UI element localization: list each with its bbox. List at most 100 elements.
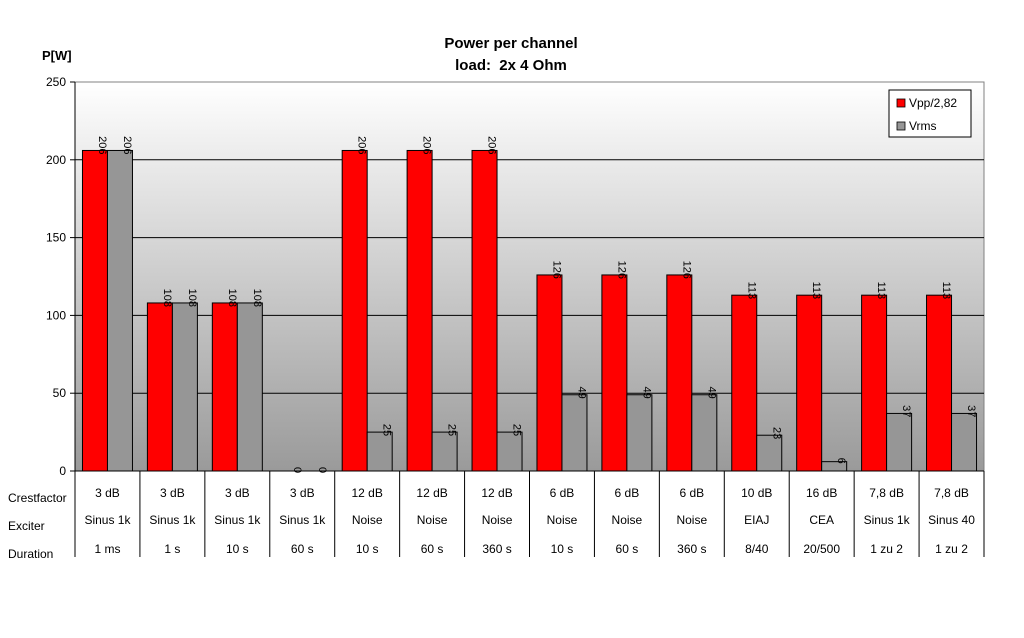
category-exciter-label: Sinus 1k (214, 513, 261, 527)
category-duration-label: 60 s (291, 542, 314, 556)
category-exciter-label: Sinus 1k (84, 513, 131, 527)
category-crest-label: 3 dB (160, 486, 185, 500)
bar-vpp (406, 149, 433, 472)
bar-vpp (471, 149, 498, 472)
bar-value-label: 113 (745, 282, 757, 300)
category-exciter-label: Noise (417, 513, 448, 527)
bar-value-label: 37 (900, 405, 912, 417)
bar-vpp (666, 274, 693, 472)
y-tick-label: 150 (46, 231, 66, 245)
category-exciter-label: CEA (809, 513, 834, 527)
bar-vpp (81, 149, 108, 472)
row-label: Exciter (8, 519, 45, 533)
y-tick-label: 0 (59, 464, 66, 478)
category-duration-label: 8/40 (745, 542, 769, 556)
category-duration-label: 1 zu 2 (870, 542, 903, 556)
bar-value-label: 108 (186, 289, 198, 307)
bar-value-label: 108 (161, 289, 173, 307)
bar-vpp (341, 149, 368, 472)
legend-swatch-vpp (896, 98, 906, 108)
bar-vrms (366, 431, 393, 472)
bar-vpp (796, 294, 823, 472)
bar-vrms (561, 394, 588, 472)
bar-value-label: 126 (550, 261, 562, 279)
category-duration-label: 10 s (226, 542, 249, 556)
bar-vrms (106, 149, 133, 472)
category-exciter-label: Sinus 1k (279, 513, 326, 527)
category-exciter-label: Sinus 1k (149, 513, 196, 527)
category-crest-label: 3 dB (290, 486, 315, 500)
bar-value-label: 113 (875, 282, 887, 300)
plot-area (74, 81, 985, 472)
category-crest-label: 3 dB (225, 486, 250, 500)
bar-value-label: 126 (680, 261, 692, 279)
category-duration-label: 360 s (677, 542, 706, 556)
category-exciter-label: Noise (352, 513, 383, 527)
legend-label-vrms: Vrms (909, 119, 937, 133)
bar-value-label: 108 (251, 289, 263, 307)
chart-subtitle: load: 2x 4 Ohm (455, 57, 567, 74)
bar-vrms (886, 412, 913, 472)
category-duration-label: 10 s (551, 542, 574, 556)
bar-value-label: 49 (705, 387, 717, 399)
category-duration-label: 10 s (356, 542, 379, 556)
category-exciter-label: Sinus 40 (928, 513, 975, 527)
bar-value-label: 108 (226, 289, 238, 307)
y-axis-ticks: 0 50 100 150 200 250 (46, 75, 76, 478)
bar-vrms (236, 302, 263, 472)
category-crest-label: 7,8 dB (934, 486, 969, 500)
bar-vpp (601, 274, 628, 472)
legend-label-vpp: Vpp/2,82 (909, 96, 957, 110)
bar-value-label: 206 (121, 136, 133, 154)
bar-vpp (146, 302, 173, 472)
bar-value-label: 25 (446, 424, 458, 436)
category-crest-label: 3 dB (95, 486, 120, 500)
category-duration-label: 1 s (164, 542, 180, 556)
bar-vpp (861, 294, 888, 472)
category-crest-label: 10 dB (741, 486, 772, 500)
category-crest-label: 16 dB (806, 486, 837, 500)
category-duration-label: 20/500 (803, 542, 840, 556)
category-duration-label: 1 ms (94, 542, 120, 556)
bar-vpp (211, 302, 238, 472)
category-crest-label: 12 dB (481, 486, 512, 500)
bar-value-label: 37 (965, 405, 977, 417)
category-crest-label: 6 dB (679, 486, 704, 500)
bar-vrms (431, 431, 458, 472)
bar-value-label: 25 (511, 424, 523, 436)
bar-vpp (536, 274, 563, 472)
y-tick-label: 100 (46, 308, 66, 322)
bar-value-label: 25 (381, 424, 393, 436)
legend-swatch-vrms (896, 121, 906, 131)
category-crest-label: 12 dB (416, 486, 447, 500)
row-label: Duration (8, 547, 53, 561)
y-tick-label: 200 (46, 153, 66, 167)
bar-value-label: 206 (421, 136, 433, 154)
bar-vrms (171, 302, 198, 472)
category-crest-label: 12 dB (351, 486, 382, 500)
bar-vrms (691, 394, 718, 472)
bar-value-label: 206 (356, 136, 368, 154)
bar-vpp (926, 294, 953, 472)
legend: Vpp/2,82 Vrms (888, 89, 972, 138)
bars: 206 206 108 108 108 108 0 0 206 25 206 25 206 25 126 49… (75, 136, 984, 473)
category-exciter-label: Noise (482, 513, 513, 527)
y-tick-label: 50 (53, 386, 67, 400)
bar-value-label: 49 (575, 387, 587, 399)
bar-vrms (496, 431, 523, 472)
y-tick-label: 250 (46, 75, 66, 89)
category-duration-label: 1 zu 2 (935, 542, 968, 556)
bar-value-label: 206 (486, 136, 498, 154)
category-table: Crestfactor Exciter Duration 3 dB Sinus 1k 1 … (8, 471, 985, 561)
category-exciter-label: Noise (547, 513, 578, 527)
bar-value-label: 23 (770, 427, 782, 439)
category-duration-label: 60 s (616, 542, 639, 556)
category-exciter-label: Noise (676, 513, 707, 527)
bar-value-label: 0 (316, 467, 328, 473)
category-duration-label: 360 s (482, 542, 511, 556)
row-label: Crestfactor (8, 491, 67, 505)
category-exciter-label: Noise (612, 513, 643, 527)
category-exciter-label: Sinus 1k (864, 513, 911, 527)
bar-value-label: 126 (615, 261, 627, 279)
bar-vpp (731, 294, 758, 472)
